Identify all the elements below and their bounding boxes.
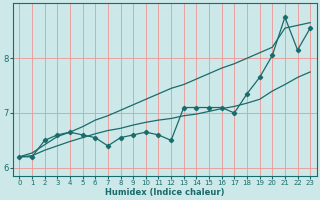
X-axis label: Humidex (Indice chaleur): Humidex (Indice chaleur)	[105, 188, 225, 197]
